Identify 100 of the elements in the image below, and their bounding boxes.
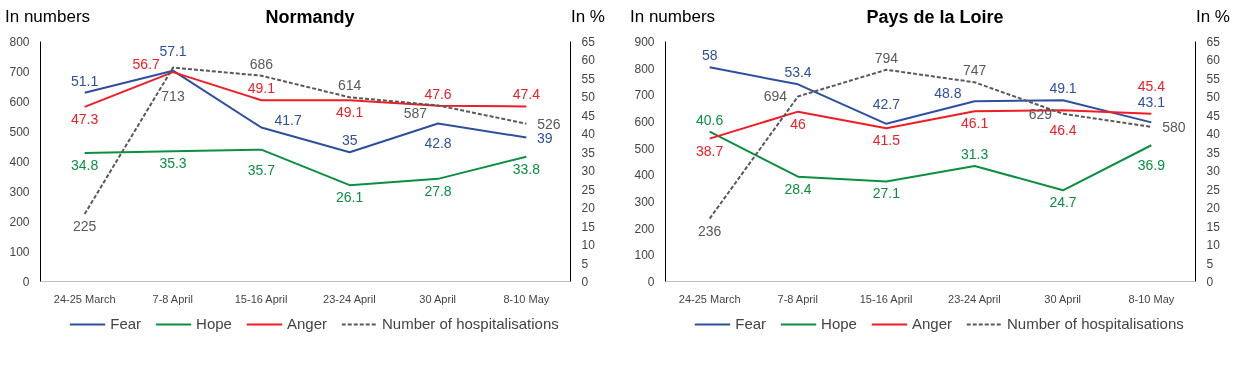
data-label: 46.4 bbox=[1049, 121, 1077, 138]
x-tick-label: 15-16 April bbox=[234, 292, 288, 305]
y-tick-label: 400 bbox=[9, 154, 30, 169]
data-label: 41.5 bbox=[872, 131, 901, 148]
data-label: 58 bbox=[701, 47, 718, 64]
y2-tick-label: 20 bbox=[1206, 200, 1221, 215]
y2-tick-label: 35 bbox=[581, 145, 596, 160]
data-label: 39 bbox=[536, 129, 553, 146]
y2-tick-label: 25 bbox=[1206, 182, 1221, 197]
y2-tick-label: 65 bbox=[1206, 34, 1221, 49]
data-label: 27.1 bbox=[872, 185, 901, 202]
y-tick-label: 200 bbox=[9, 214, 30, 229]
legend-label: Number of hospitalisations bbox=[1006, 315, 1184, 333]
legend-label: Anger bbox=[286, 315, 327, 333]
data-label: 686 bbox=[249, 55, 274, 72]
y-tick-label: 0 bbox=[647, 274, 655, 289]
y-tick-label: 900 bbox=[634, 34, 655, 49]
y2-tick-label: 0 bbox=[581, 274, 589, 289]
y2-tick-label: 45 bbox=[1206, 108, 1221, 123]
y2-tick-label: 25 bbox=[581, 182, 596, 197]
data-label: 36.9 bbox=[1137, 156, 1166, 173]
data-label: 53.4 bbox=[784, 64, 812, 81]
y-tick-label: 800 bbox=[634, 61, 655, 76]
data-label: 57.1 bbox=[159, 42, 187, 59]
data-label: 794 bbox=[874, 49, 899, 66]
data-label: 48.8 bbox=[934, 85, 962, 102]
data-label: 26.1 bbox=[336, 188, 364, 205]
y2-tick-label: 55 bbox=[1206, 71, 1221, 86]
y2-tick-label: 30 bbox=[581, 163, 596, 178]
legend-label: Anger bbox=[911, 315, 952, 333]
data-label: 42.8 bbox=[424, 135, 452, 152]
x-tick-label: 24-25 March bbox=[53, 292, 116, 305]
x-tick-label: 23-24 April bbox=[323, 292, 376, 305]
y-tick-label: 700 bbox=[9, 64, 30, 79]
data-label: 34.8 bbox=[71, 156, 99, 173]
data-label: 27.8 bbox=[424, 182, 452, 199]
data-label: 47.3 bbox=[71, 110, 99, 127]
y-tick-label: 500 bbox=[9, 124, 30, 139]
data-label: 42.7 bbox=[872, 95, 901, 112]
x-tick-label: 15-16 April bbox=[859, 292, 913, 305]
x-tick-label: 23-24 April bbox=[948, 292, 1001, 305]
data-label: 35.3 bbox=[159, 154, 187, 171]
y-tick-label: 300 bbox=[9, 184, 30, 199]
chart-title: Normandy bbox=[265, 7, 355, 27]
data-label: 713 bbox=[161, 87, 185, 104]
y-axis-title: In numbers bbox=[630, 6, 716, 28]
data-label: 31.3 bbox=[961, 145, 989, 162]
y2-tick-label: 60 bbox=[1206, 53, 1221, 68]
data-label: 28.4 bbox=[784, 180, 812, 197]
y-tick-label: 500 bbox=[634, 141, 655, 156]
y2-tick-label: 20 bbox=[581, 200, 596, 215]
data-label: 47.4 bbox=[512, 86, 541, 103]
data-label: 56.7 bbox=[132, 55, 161, 72]
y2-tick-label: 5 bbox=[1206, 256, 1214, 271]
data-label: 225 bbox=[72, 217, 97, 234]
y2-tick-label: 35 bbox=[1206, 145, 1221, 160]
x-tick-label: 7-8 April bbox=[152, 292, 193, 305]
y-axis-title: In numbers bbox=[5, 6, 91, 28]
y2-tick-label: 50 bbox=[581, 90, 596, 105]
data-label: 51.1 bbox=[71, 72, 99, 89]
y2-tick-label: 45 bbox=[581, 108, 596, 123]
y2-axis-title: In % bbox=[1195, 6, 1230, 28]
y2-tick-label: 15 bbox=[1206, 219, 1221, 234]
y-tick-label: 700 bbox=[634, 88, 655, 103]
y2-tick-label: 30 bbox=[1206, 163, 1221, 178]
y2-tick-label: 40 bbox=[1206, 127, 1221, 142]
x-tick-label: 8-10 May bbox=[1128, 292, 1175, 305]
y2-tick-label: 40 bbox=[581, 127, 596, 142]
data-label: 580 bbox=[1162, 118, 1186, 135]
y2-tick-label: 60 bbox=[581, 53, 596, 68]
data-label: 747 bbox=[962, 62, 987, 78]
y2-axis-title: In % bbox=[570, 6, 605, 28]
data-label: 47.6 bbox=[424, 85, 452, 102]
data-label: 236 bbox=[697, 222, 722, 239]
data-label: 41.7 bbox=[274, 111, 302, 128]
y-tick-label: 100 bbox=[9, 244, 30, 259]
data-label: 24.7 bbox=[1049, 194, 1077, 210]
y-tick-label: 300 bbox=[634, 194, 655, 209]
chart-title: Pays de la Loire bbox=[866, 7, 1004, 27]
data-label: 49.1 bbox=[1049, 79, 1077, 96]
y2-tick-label: 55 bbox=[581, 71, 596, 86]
data-label: 35.7 bbox=[247, 161, 276, 178]
data-label: 45.4 bbox=[1137, 77, 1166, 94]
data-label: 43.1 bbox=[1137, 94, 1166, 111]
y2-tick-label: 0 bbox=[1206, 274, 1214, 289]
data-label: 33.8 bbox=[512, 160, 541, 177]
data-label: 587 bbox=[403, 105, 428, 122]
legend-label: Fear bbox=[110, 315, 142, 333]
y-tick-label: 600 bbox=[9, 94, 30, 109]
data-label: 49.1 bbox=[247, 79, 276, 96]
y2-tick-label: 5 bbox=[581, 256, 589, 271]
data-label: 46 bbox=[790, 115, 806, 132]
legend-label: Number of hospitalisations bbox=[381, 315, 559, 333]
y-tick-label: 800 bbox=[9, 34, 30, 49]
y-tick-label: 200 bbox=[634, 221, 655, 236]
y2-tick-label: 50 bbox=[1206, 90, 1221, 105]
y2-tick-label: 65 bbox=[581, 34, 596, 49]
y-tick-label: 100 bbox=[634, 248, 655, 263]
x-tick-label: 30 April bbox=[419, 292, 457, 305]
y2-tick-label: 10 bbox=[581, 237, 596, 252]
